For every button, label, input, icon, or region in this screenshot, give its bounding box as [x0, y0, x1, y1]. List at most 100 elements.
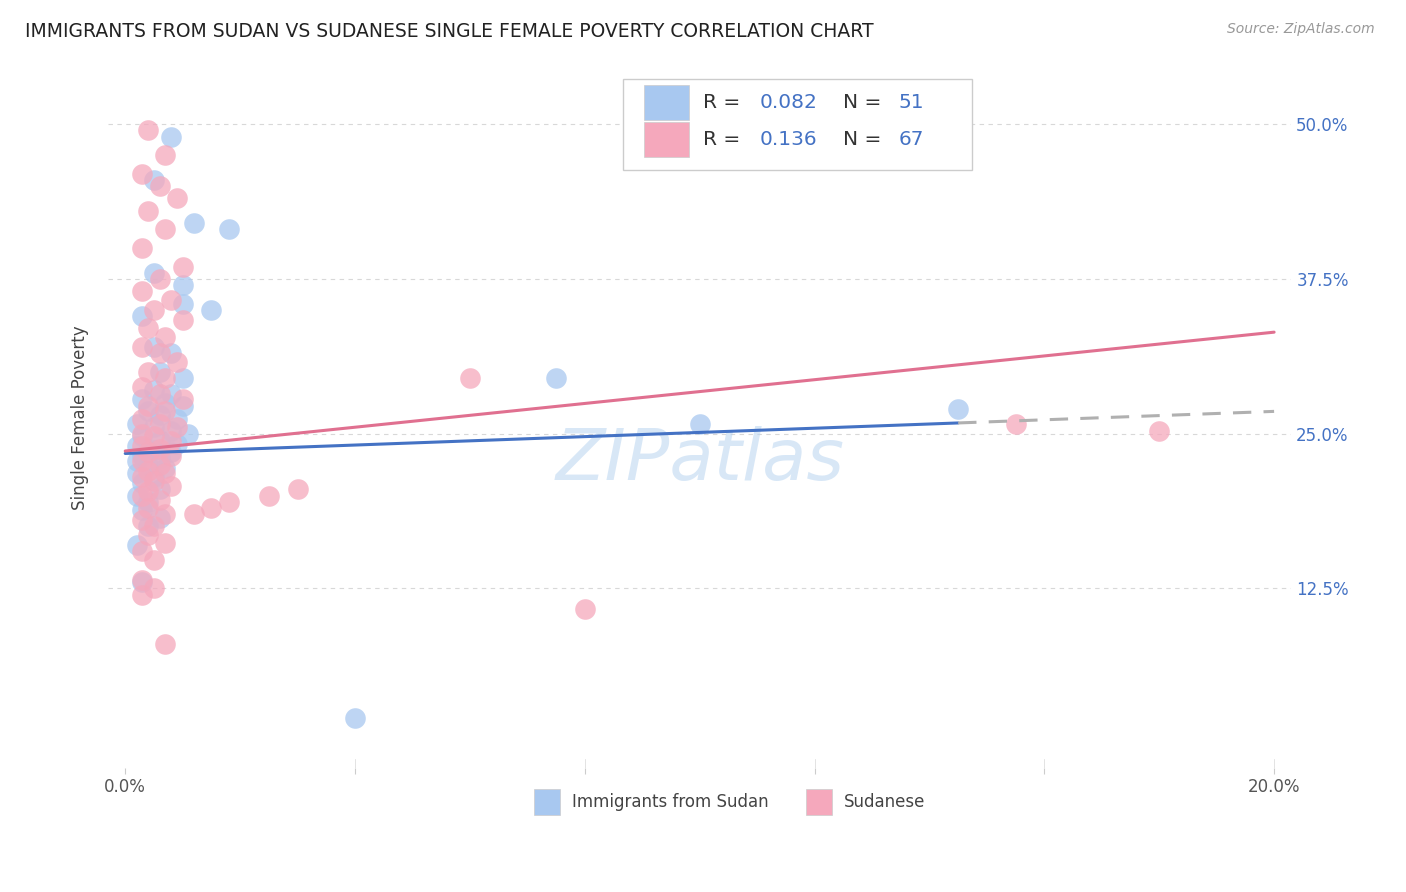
Point — [142, 470, 165, 484]
Point — [131, 489, 153, 503]
Point — [136, 404, 159, 418]
Point — [131, 588, 153, 602]
Point — [131, 544, 153, 558]
Point — [155, 148, 177, 162]
Point — [172, 392, 194, 406]
Point — [142, 519, 165, 533]
Y-axis label: Single Female Poverty: Single Female Poverty — [72, 326, 89, 510]
Text: 67: 67 — [898, 130, 924, 149]
Point — [149, 346, 172, 360]
Text: 51: 51 — [898, 93, 924, 112]
Text: N =: N = — [842, 130, 887, 149]
Point — [155, 395, 177, 409]
Point — [142, 266, 165, 280]
Point — [160, 445, 183, 459]
Point — [155, 330, 177, 344]
Point — [131, 285, 153, 299]
Point — [131, 429, 153, 443]
Point — [136, 519, 159, 533]
Text: 0.136: 0.136 — [761, 130, 818, 149]
Point — [200, 302, 222, 317]
Text: 0.082: 0.082 — [761, 93, 818, 112]
Text: Immigrants from Sudan: Immigrants from Sudan — [572, 793, 769, 811]
Point — [172, 371, 194, 385]
Point — [142, 302, 165, 317]
Point — [142, 420, 165, 434]
Point — [160, 129, 183, 144]
Point — [131, 575, 153, 590]
Point — [131, 454, 153, 468]
Point — [142, 429, 165, 443]
Point — [155, 507, 177, 521]
Point — [155, 535, 177, 549]
Point — [149, 179, 172, 194]
Point — [131, 573, 153, 587]
Point — [172, 278, 194, 293]
Point — [1147, 424, 1170, 438]
Point — [149, 511, 172, 525]
Point — [136, 483, 159, 498]
Point — [155, 467, 177, 481]
Point — [287, 483, 309, 497]
Bar — [806, 789, 832, 815]
Point — [125, 489, 148, 503]
Point — [136, 528, 159, 542]
Point — [136, 365, 159, 379]
Point — [172, 400, 194, 414]
Point — [160, 293, 183, 307]
Point — [149, 408, 172, 422]
Point — [160, 346, 183, 360]
Point — [160, 434, 183, 448]
Point — [166, 436, 188, 450]
Point — [155, 461, 177, 475]
Bar — [623, 79, 972, 169]
Text: R =: R = — [703, 93, 747, 112]
Point — [136, 458, 159, 472]
Point — [131, 476, 153, 491]
Point — [172, 313, 194, 327]
Point — [149, 365, 172, 379]
Point — [131, 241, 153, 255]
Point — [125, 417, 148, 431]
Point — [142, 553, 165, 567]
Point — [155, 404, 177, 418]
Point — [136, 203, 159, 218]
Point — [155, 637, 177, 651]
Point — [177, 426, 200, 441]
Point — [131, 470, 153, 484]
Point — [155, 222, 177, 236]
Point — [160, 478, 183, 492]
Point — [149, 433, 172, 447]
Text: N =: N = — [842, 93, 887, 112]
Point — [218, 222, 240, 236]
Point — [136, 400, 159, 414]
Point — [166, 412, 188, 426]
Point — [131, 412, 153, 426]
Point — [200, 500, 222, 515]
Point — [149, 458, 172, 472]
Point — [544, 371, 567, 385]
Point — [149, 417, 172, 431]
Point — [166, 420, 188, 434]
Point — [131, 340, 153, 354]
Point — [131, 513, 153, 527]
Point — [160, 424, 183, 438]
Point — [172, 260, 194, 274]
Point — [142, 474, 165, 488]
Point — [142, 582, 165, 596]
Text: IMMIGRANTS FROM SUDAN VS SUDANESE SINGLE FEMALE POVERTY CORRELATION CHART: IMMIGRANTS FROM SUDAN VS SUDANESE SINGLE… — [25, 22, 875, 41]
Point — [218, 494, 240, 508]
Point — [142, 173, 165, 187]
Point — [160, 449, 183, 463]
Point — [131, 503, 153, 517]
Text: Sudanese: Sudanese — [844, 793, 925, 811]
Point — [343, 711, 366, 725]
Point — [160, 387, 183, 401]
Point — [131, 392, 153, 406]
Point — [131, 379, 153, 393]
Point — [131, 426, 153, 441]
Point — [131, 439, 153, 453]
Point — [136, 500, 159, 515]
Bar — [534, 789, 560, 815]
Point — [172, 296, 194, 310]
